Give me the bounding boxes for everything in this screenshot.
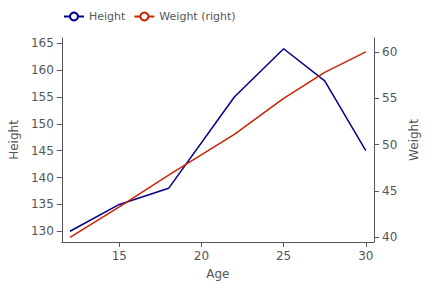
svg-text:Weight (right): Weight (right) [159,10,235,23]
svg-text:160: 160 [31,63,54,77]
svg-text:40: 40 [382,230,397,244]
svg-text:155: 155 [31,90,54,104]
svg-text:Height: Height [89,10,126,23]
svg-text:30: 30 [358,249,373,263]
svg-text:140: 140 [31,171,54,185]
svg-text:130: 130 [31,224,54,238]
svg-text:60: 60 [382,45,397,59]
svg-text:20: 20 [194,249,209,263]
svg-text:Weight: Weight [407,119,421,161]
svg-text:25: 25 [276,249,291,263]
svg-text:50: 50 [382,138,397,152]
svg-text:55: 55 [382,91,397,105]
svg-text:145: 145 [31,144,54,158]
svg-text:Age: Age [206,267,229,281]
svg-text:135: 135 [31,197,54,211]
svg-text:150: 150 [31,117,54,131]
svg-text:Height: Height [7,120,21,160]
svg-text:165: 165 [31,36,54,50]
svg-text:15: 15 [112,249,127,263]
svg-text:45: 45 [382,184,397,198]
